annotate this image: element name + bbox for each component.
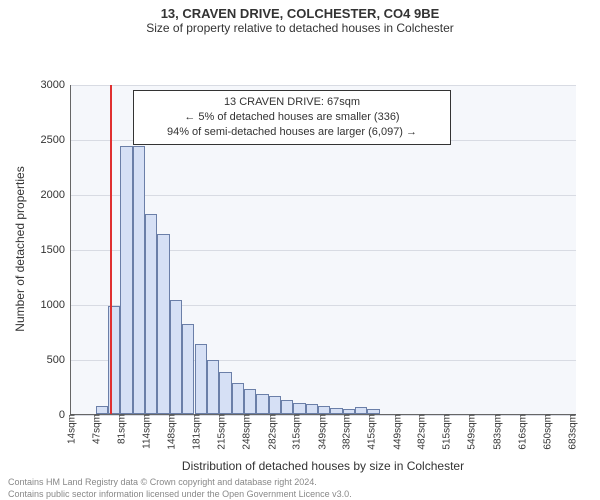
histogram-bar xyxy=(269,396,281,414)
x-axis-title: Distribution of detached houses by size … xyxy=(70,459,576,473)
histogram-bar xyxy=(355,407,367,414)
annotation-box: 13 CRAVEN DRIVE: 67sqm← 5% of detached h… xyxy=(133,90,451,145)
histogram-bar xyxy=(170,300,182,414)
x-tick-label: 616sqm xyxy=(515,414,528,450)
histogram-bar xyxy=(145,214,157,414)
x-tick-label: 449sqm xyxy=(390,414,403,450)
histogram-bar xyxy=(281,400,293,414)
gridline xyxy=(71,195,576,196)
x-tick-label: 583sqm xyxy=(490,414,503,450)
plot-area: 05001000150020002500300014sqm47sqm81sqm1… xyxy=(70,85,576,415)
x-tick-label: 148sqm xyxy=(165,414,178,450)
x-tick-label: 114sqm xyxy=(139,414,152,449)
x-tick-label: 14sqm xyxy=(65,414,78,444)
x-tick-label: 382sqm xyxy=(340,414,353,450)
histogram-bar xyxy=(219,372,231,414)
x-tick-label: 315sqm xyxy=(290,414,303,450)
histogram-bar xyxy=(318,406,330,414)
y-tick-label: 3000 xyxy=(41,79,71,91)
y-axis-title: Number of detached properties xyxy=(13,84,27,414)
annotation-line: ← 5% of detached houses are smaller (336… xyxy=(142,110,442,125)
histogram-bar xyxy=(182,324,194,414)
y-tick-label: 1000 xyxy=(41,299,71,311)
footer-line-2: Contains public sector information licen… xyxy=(8,489,592,500)
gridline xyxy=(71,85,576,86)
y-tick-label: 2500 xyxy=(41,134,71,146)
histogram-bar xyxy=(207,360,219,414)
x-tick-label: 482sqm xyxy=(415,414,428,450)
annotation-line: 13 CRAVEN DRIVE: 67sqm xyxy=(142,95,442,110)
x-tick-label: 215sqm xyxy=(215,414,228,450)
x-tick-label: 683sqm xyxy=(565,414,578,450)
y-tick-label: 2000 xyxy=(41,189,71,201)
histogram-bar xyxy=(195,344,207,414)
footer: Contains HM Land Registry data © Crown c… xyxy=(0,473,600,500)
x-tick-label: 549sqm xyxy=(465,414,478,450)
histogram-bar xyxy=(293,403,305,414)
x-tick-label: 81sqm xyxy=(115,414,128,444)
x-tick-label: 47sqm xyxy=(89,414,102,444)
histogram-bar xyxy=(306,404,318,414)
x-tick-label: 282sqm xyxy=(265,414,278,450)
x-tick-label: 415sqm xyxy=(365,414,378,450)
x-tick-label: 349sqm xyxy=(315,414,328,450)
annotation-line: 94% of semi-detached houses are larger (… xyxy=(142,125,442,140)
footer-line-1: Contains HM Land Registry data © Crown c… xyxy=(8,477,592,489)
y-tick-label: 500 xyxy=(47,354,71,366)
histogram-bar xyxy=(96,406,108,414)
histogram-bar xyxy=(244,389,256,414)
title-main: 13, CRAVEN DRIVE, COLCHESTER, CO4 9BE xyxy=(0,6,600,21)
marker-line xyxy=(110,85,112,414)
histogram-bar xyxy=(157,234,169,414)
histogram-bar xyxy=(256,394,268,414)
titles-block: 13, CRAVEN DRIVE, COLCHESTER, CO4 9BE Si… xyxy=(0,0,600,35)
histogram-chart: Number of detached properties 0500100015… xyxy=(0,35,600,473)
histogram-bar xyxy=(232,383,244,414)
x-tick-label: 248sqm xyxy=(240,414,253,450)
histogram-bar xyxy=(120,146,132,414)
x-tick-label: 515sqm xyxy=(440,414,453,450)
title-sub: Size of property relative to detached ho… xyxy=(0,21,600,35)
x-tick-label: 181sqm xyxy=(190,414,203,450)
histogram-bar xyxy=(133,146,145,414)
x-tick-label: 650sqm xyxy=(541,414,554,450)
y-tick-label: 1500 xyxy=(41,244,71,256)
